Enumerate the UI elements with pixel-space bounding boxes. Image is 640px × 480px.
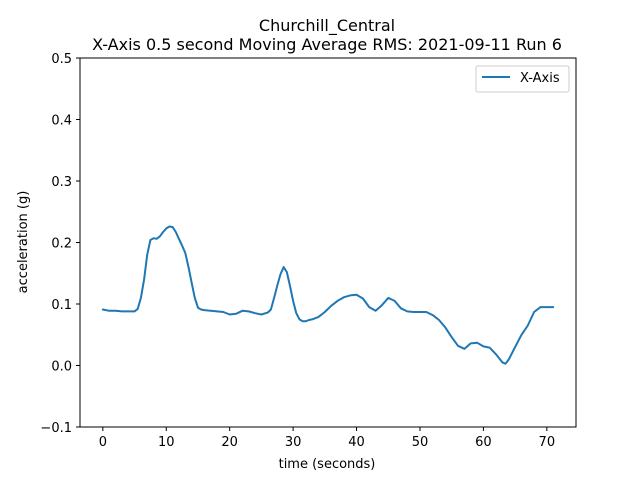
series-line-x-axis <box>101 225 555 365</box>
x-axis-label: time (seconds) <box>279 457 376 472</box>
y-tick-label: 0.4 <box>51 114 72 129</box>
x-tick-label: 10 <box>158 435 175 450</box>
x-tick-label: 20 <box>221 435 238 450</box>
x-tick-label: 0 <box>99 435 107 450</box>
y-tick-label: 0.1 <box>51 298 72 313</box>
y-axis-ticks: −0.1 0.0 0.1 0.2 0.3 0.4 0.5 <box>40 52 80 436</box>
legend: X-Axis <box>475 65 570 93</box>
x-tick-label: 40 <box>348 435 365 450</box>
x-tick-label: 60 <box>475 435 492 450</box>
plot-frame <box>79 57 577 428</box>
y-axis-label: acceleration (g) <box>16 191 31 294</box>
y-tick-label: 0.3 <box>51 175 72 190</box>
y-tick-label: 0.2 <box>51 237 72 252</box>
chart-title: Churchill_Central <box>259 16 395 36</box>
y-tick-label: −0.1 <box>40 421 72 436</box>
x-axis-ticks: 0 10 20 30 40 50 60 70 <box>99 427 555 450</box>
chart-subtitle: X-Axis 0.5 second Moving Average RMS: 20… <box>92 35 562 54</box>
y-tick-label: 0.5 <box>51 52 72 67</box>
x-tick-label: 70 <box>539 435 556 450</box>
legend-box <box>475 65 570 93</box>
x-tick-label: 50 <box>412 435 429 450</box>
x-tick-label: 30 <box>285 435 302 450</box>
y-tick-label: 0.0 <box>51 360 72 375</box>
legend-label: X-Axis <box>520 71 560 86</box>
